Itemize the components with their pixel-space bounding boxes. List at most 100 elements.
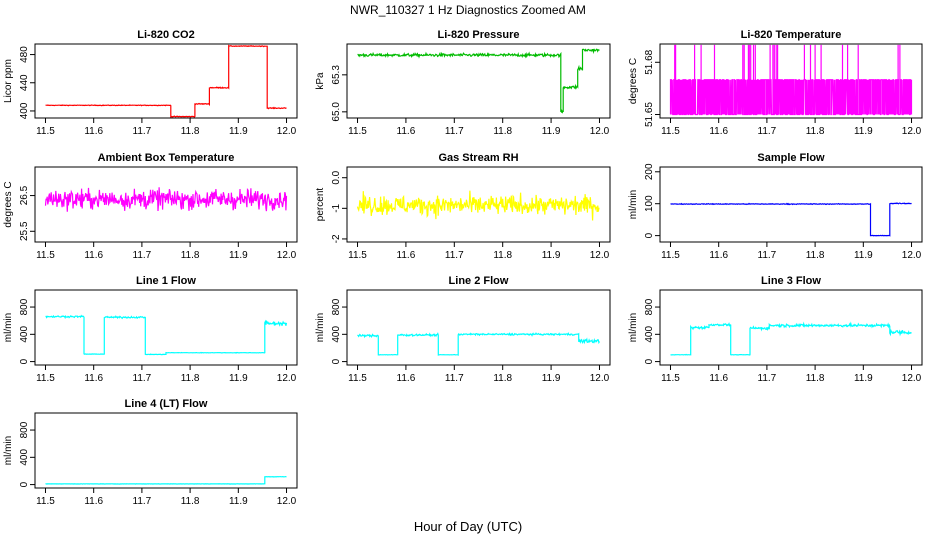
x-tick-label: 12.0 xyxy=(277,250,297,261)
panels: Li-820 CO2 11.5 11.6 11.7 11.8 11.9 12.0 400 440… xyxy=(3,29,923,507)
x-tick-label: 11.8 xyxy=(181,250,200,261)
x-tick-label: 11.9 xyxy=(229,373,248,384)
x-tick-label: 11.5 xyxy=(348,373,367,384)
panel-8: Line 2 Flow 11.5 11.6 11.7 11.8 11.9 12.0 0 400 8… xyxy=(315,275,611,384)
x-tick-label: 11.8 xyxy=(181,126,200,137)
x-tick-label: 11.7 xyxy=(445,373,464,384)
series-line xyxy=(44,187,288,212)
x-tick-label: 11.5 xyxy=(348,126,367,137)
x-tick-label: 12.0 xyxy=(902,250,922,261)
panel-6: Sample Flow 11.5 11.6 11.7 11.8 11.9 12.0 0 100 2… xyxy=(628,152,923,261)
panel-3: Li-820 Temperature 11.5 11.6 11.7 11.8 11.9 12… xyxy=(628,29,923,137)
y-tick-label: 800 xyxy=(644,298,655,315)
x-tick-label: 11.8 xyxy=(493,250,512,261)
x-tick-label: 12.0 xyxy=(590,126,610,137)
panel-title: Gas Stream RH xyxy=(438,152,518,164)
y-tick-label: 400 xyxy=(19,449,30,466)
x-tick-label: 11.5 xyxy=(661,126,680,137)
y-tick-label: 800 xyxy=(19,421,30,438)
plot-frame xyxy=(34,412,298,489)
x-tick-label: 11.6 xyxy=(709,373,728,384)
plot-frame xyxy=(659,166,923,243)
x-tick-label: 11.5 xyxy=(36,250,55,261)
plot-frame xyxy=(34,289,298,366)
y-tick-label: 800 xyxy=(19,298,30,315)
x-tick-label: 11.7 xyxy=(133,496,152,507)
x-tick-label: 12.0 xyxy=(902,373,922,384)
y-tick-label: 0 xyxy=(331,358,342,364)
y-axis-label: kPa xyxy=(315,72,326,90)
plot-frame xyxy=(346,289,611,366)
y-tick-label: 51.68 xyxy=(644,49,655,74)
figure-title: NWR_110327 1 Hz Diagnostics Zoomed AM xyxy=(350,3,586,17)
x-tick-label: 11.9 xyxy=(229,126,248,137)
x-tick-label: 11.9 xyxy=(229,496,248,507)
x-tick-label: 11.6 xyxy=(397,373,416,384)
x-tick-label: 11.8 xyxy=(806,373,825,384)
panel-title: Line 3 Flow xyxy=(761,275,821,287)
series-line xyxy=(669,44,913,116)
x-tick-label: 11.9 xyxy=(542,373,561,384)
x-tick-label: 11.6 xyxy=(84,250,103,261)
x-tick-label: 11.5 xyxy=(36,373,55,384)
y-axis-label: Licor ppm xyxy=(3,59,14,103)
x-tick-label: 11.6 xyxy=(397,126,416,137)
panel-title: Line 4 (LT) Flow xyxy=(125,398,208,410)
x-tick-label: 11.7 xyxy=(133,373,152,384)
x-tick-label: 11.5 xyxy=(36,126,55,137)
y-tick-label: 0.0 xyxy=(331,170,342,184)
x-tick-label: 11.8 xyxy=(806,250,825,261)
series-line xyxy=(670,202,912,237)
series-line xyxy=(45,314,288,356)
series-line xyxy=(356,190,600,221)
x-tick-label: 11.7 xyxy=(758,126,777,137)
x-tick-label: 11.7 xyxy=(445,126,464,137)
y-tick-label: 480 xyxy=(19,46,30,63)
plot-frame xyxy=(659,43,923,119)
plot-frame xyxy=(659,289,923,366)
y-tick-label: 51.65 xyxy=(644,102,655,127)
y-tick-label: 400 xyxy=(19,326,30,343)
y-tick-label: 440 xyxy=(19,74,30,91)
y-tick-label: 0 xyxy=(644,232,655,238)
x-tick-label: 11.6 xyxy=(709,250,728,261)
x-tick-label: 11.9 xyxy=(854,373,873,384)
x-tick-label: 11.9 xyxy=(542,250,561,261)
x-tick-label: 11.7 xyxy=(133,126,152,137)
panel-9: Line 3 Flow 11.5 11.6 11.7 11.8 11.9 12.0 0 400 8… xyxy=(628,275,923,384)
x-tick-label: 11.6 xyxy=(84,496,103,507)
series-line xyxy=(670,321,912,356)
x-tick-label: 12.0 xyxy=(277,126,297,137)
panel-title: Line 2 Flow xyxy=(449,275,509,287)
panel-7: Line 1 Flow 11.5 11.6 11.7 11.8 11.9 12.0 0 400 8… xyxy=(3,275,298,384)
y-tick-label: -2 xyxy=(331,234,342,243)
y-tick-label: 200 xyxy=(644,163,655,180)
x-tick-label: 11.7 xyxy=(133,250,152,261)
series-line xyxy=(45,475,287,485)
y-tick-label: 25.5 xyxy=(19,221,30,241)
panel-4: Ambient Box Temperature 11.5 11.6 11.7 11.8 1… xyxy=(3,152,298,261)
x-tick-label: 11.8 xyxy=(493,373,512,384)
x-tick-label: 11.5 xyxy=(348,250,367,261)
series-line xyxy=(357,331,601,356)
y-tick-label: 400 xyxy=(19,102,30,119)
x-tick-label: 11.9 xyxy=(542,126,561,137)
y-axis-label: degrees C xyxy=(3,181,14,227)
x-tick-label: 12.0 xyxy=(277,373,297,384)
plot-frame xyxy=(346,43,611,119)
series-line xyxy=(357,48,600,114)
plot-frame xyxy=(34,166,298,243)
y-tick-label: 400 xyxy=(331,326,342,343)
y-axis-label: ml/min xyxy=(628,190,639,219)
panel-title: Sample Flow xyxy=(757,152,825,164)
y-axis-label: ml/min xyxy=(628,313,639,342)
y-tick-label: 100 xyxy=(644,195,655,212)
panel-10: Line 4 (LT) Flow 11.5 11.6 11.7 11.8 11.9 12.0… xyxy=(3,398,298,507)
y-tick-label: 65.0 xyxy=(331,102,342,122)
x-tick-label: 11.6 xyxy=(397,250,416,261)
panel-title: Li-820 Pressure xyxy=(438,29,520,41)
panel-1: Li-820 CO2 11.5 11.6 11.7 11.8 11.9 12.0 400 440… xyxy=(3,29,298,137)
y-tick-label: 400 xyxy=(644,326,655,343)
plot-frame xyxy=(346,166,611,243)
